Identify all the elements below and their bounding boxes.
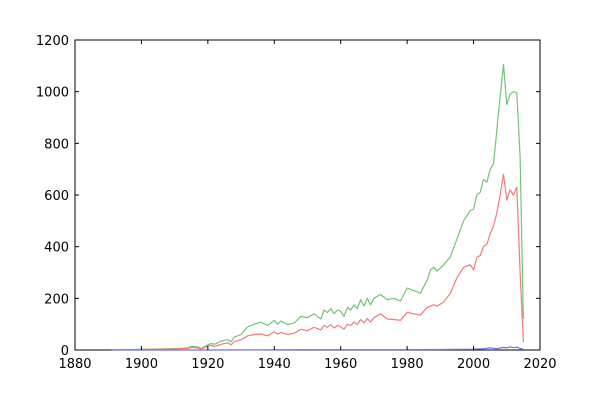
y-tick-label: 200 xyxy=(44,292,69,307)
series-layer xyxy=(111,63,524,351)
x-tick-label: 1940 xyxy=(258,357,291,372)
y-tick-label: 1200 xyxy=(36,34,69,49)
series-line-2 xyxy=(111,173,524,351)
y-tick-label: 400 xyxy=(44,241,69,256)
x-tick-label: 2020 xyxy=(523,357,556,372)
plot-area xyxy=(74,39,541,351)
x-tick-label: 2000 xyxy=(457,357,490,372)
x-tick-label: 1880 xyxy=(58,357,91,372)
x-tick-label: 1960 xyxy=(324,357,357,372)
y-tick-label: 800 xyxy=(44,137,69,152)
tick-labels-layer: 1880 1900 1920 1940 1960 1980 2000 2020 0 200 400 6… xyxy=(36,34,557,372)
x-tick-label: 1980 xyxy=(391,357,424,372)
y-tick-label: 1000 xyxy=(36,86,69,101)
series-line-1 xyxy=(111,63,524,351)
series-line-3 xyxy=(111,346,524,351)
ticks-layer xyxy=(74,39,541,351)
x-tick-label: 1900 xyxy=(125,357,158,372)
y-tick-label: 600 xyxy=(44,189,69,204)
y-tick-label: 0 xyxy=(61,344,69,359)
x-tick-label: 1920 xyxy=(191,357,224,372)
